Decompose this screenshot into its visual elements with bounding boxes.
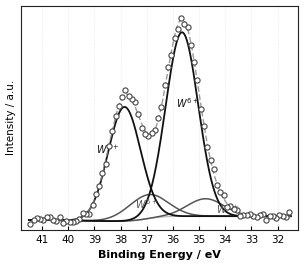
Point bbox=[130, 97, 134, 101]
Point bbox=[205, 145, 210, 149]
Point bbox=[238, 214, 243, 218]
Point bbox=[234, 208, 239, 213]
Point bbox=[34, 216, 39, 221]
Point bbox=[192, 60, 197, 65]
Point bbox=[100, 171, 105, 175]
Point bbox=[280, 214, 285, 218]
Point bbox=[162, 83, 167, 88]
Point bbox=[77, 217, 82, 221]
Point bbox=[195, 78, 200, 82]
Point bbox=[51, 218, 56, 222]
X-axis label: Binding Energy / eV: Binding Energy / eV bbox=[98, 251, 221, 260]
Point bbox=[110, 129, 115, 133]
Point bbox=[284, 215, 288, 219]
Point bbox=[169, 53, 174, 57]
Text: $W^{6+}$: $W^{6+}$ bbox=[176, 97, 199, 110]
Point bbox=[212, 167, 216, 171]
Point bbox=[60, 221, 65, 225]
Point bbox=[156, 116, 161, 120]
Point bbox=[93, 191, 98, 196]
Point bbox=[254, 215, 259, 219]
Point bbox=[136, 112, 141, 117]
Point bbox=[103, 161, 108, 166]
Point bbox=[71, 220, 75, 225]
Point bbox=[149, 131, 154, 135]
Point bbox=[185, 24, 190, 29]
Point bbox=[277, 213, 282, 217]
Point bbox=[84, 212, 88, 216]
Point bbox=[221, 193, 226, 197]
Point bbox=[123, 88, 128, 92]
Point bbox=[143, 132, 147, 136]
Point bbox=[218, 190, 223, 194]
Point bbox=[106, 144, 111, 148]
Point bbox=[152, 128, 157, 132]
Point bbox=[188, 43, 193, 47]
Y-axis label: Intensity / a.u.: Intensity / a.u. bbox=[5, 80, 16, 155]
Point bbox=[231, 207, 236, 211]
Point bbox=[247, 212, 252, 216]
Point bbox=[274, 216, 278, 220]
Text: $W^{6+}$: $W^{6+}$ bbox=[96, 143, 119, 156]
Point bbox=[80, 210, 85, 215]
Point bbox=[113, 114, 118, 119]
Point bbox=[87, 212, 92, 216]
Point bbox=[159, 105, 164, 109]
Point bbox=[126, 94, 131, 98]
Text: $W^{5+}$: $W^{5+}$ bbox=[135, 197, 158, 211]
Point bbox=[287, 210, 292, 215]
Point bbox=[44, 215, 49, 219]
Point bbox=[120, 95, 125, 100]
Point bbox=[67, 220, 72, 225]
Point bbox=[28, 222, 33, 226]
Point bbox=[90, 203, 95, 207]
Point bbox=[202, 124, 206, 128]
Point bbox=[225, 205, 230, 209]
Point bbox=[264, 218, 269, 222]
Point bbox=[47, 215, 52, 219]
Point bbox=[261, 212, 265, 216]
Point bbox=[31, 218, 36, 222]
Point bbox=[244, 213, 249, 218]
Point bbox=[179, 16, 184, 20]
Point bbox=[38, 217, 43, 221]
Point bbox=[241, 213, 246, 217]
Point bbox=[166, 65, 171, 69]
Point bbox=[139, 126, 144, 130]
Point bbox=[133, 99, 138, 104]
Point bbox=[257, 213, 262, 217]
Point bbox=[41, 218, 46, 223]
Point bbox=[74, 219, 79, 223]
Point bbox=[57, 215, 62, 219]
Point bbox=[228, 204, 233, 209]
Point bbox=[172, 36, 177, 40]
Point bbox=[146, 134, 151, 138]
Point bbox=[116, 103, 121, 108]
Text: $W^{5+}$: $W^{5+}$ bbox=[216, 202, 239, 216]
Point bbox=[182, 22, 187, 27]
Point bbox=[198, 107, 203, 111]
Point bbox=[97, 184, 102, 189]
Point bbox=[175, 27, 180, 31]
Point bbox=[271, 214, 275, 218]
Point bbox=[251, 214, 256, 218]
Point bbox=[54, 219, 59, 223]
Point bbox=[267, 214, 272, 218]
Point bbox=[215, 183, 219, 187]
Point bbox=[64, 219, 69, 223]
Point bbox=[208, 158, 213, 163]
